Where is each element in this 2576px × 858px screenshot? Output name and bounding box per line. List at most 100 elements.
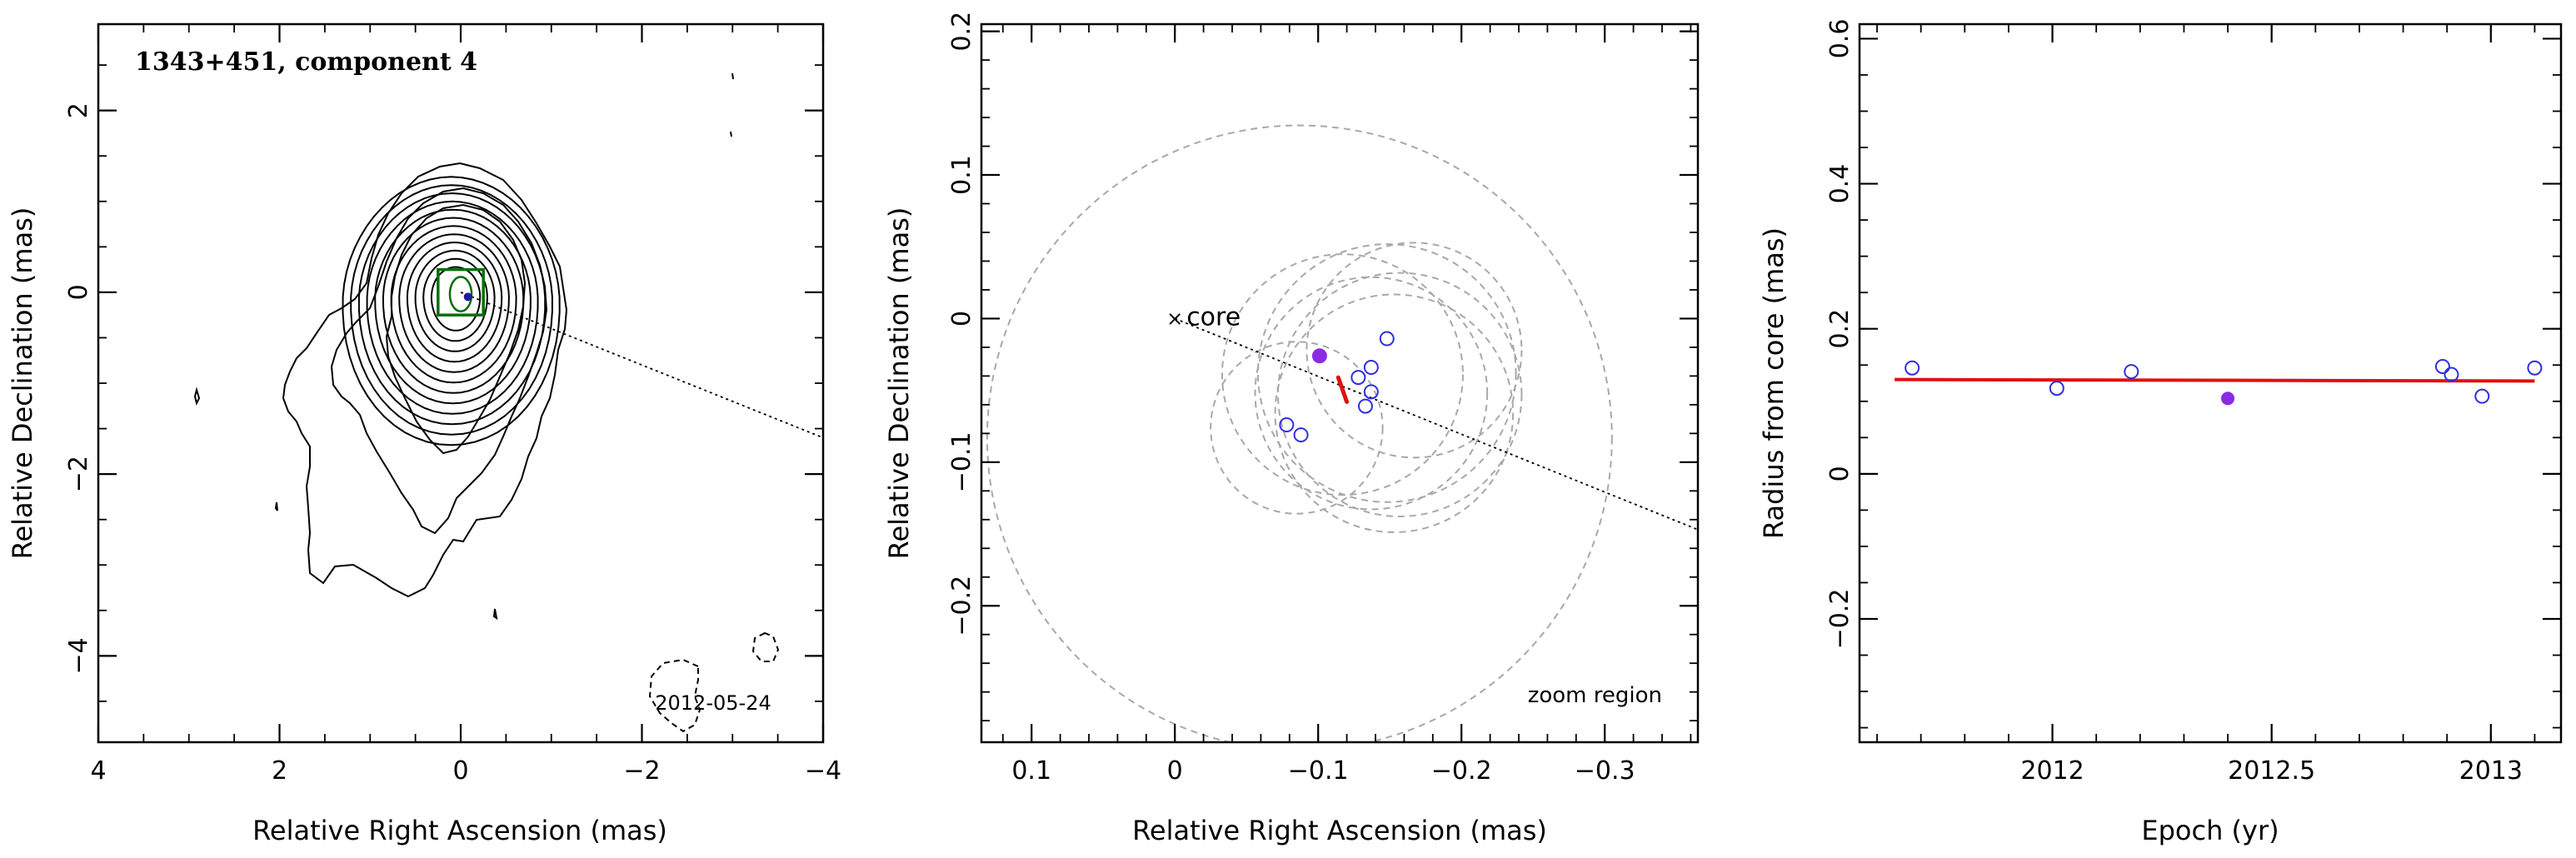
uncertainty-circle-3 xyxy=(1305,242,1523,459)
radius-marker-6 xyxy=(2474,388,2490,404)
position-marker-6 xyxy=(1279,417,1295,432)
contour-panel: 4 2 0 −2 −4 2 0 −2 −4 1343+451, component 4 2012… xyxy=(7,22,841,846)
radius-x-tick-label: 2013 xyxy=(2459,756,2523,786)
zoom-x-tick-label: 0 xyxy=(1167,756,1183,786)
position-marker-5 xyxy=(1357,398,1373,414)
mean-position-segment xyxy=(1335,375,1350,404)
radius-marker-7 xyxy=(2527,360,2543,376)
radius-marker-1 xyxy=(1905,360,1920,376)
zoom-plot-area: × core xyxy=(986,124,1698,742)
zoom-y-tick-label: −0.1 xyxy=(947,431,976,492)
zoom-y-tick-label: −0.2 xyxy=(947,576,976,636)
position-marker-7 xyxy=(1293,427,1309,443)
contour-x-axis-label: Relative Right Ascension (mas) xyxy=(252,815,667,846)
contour-level-4 xyxy=(366,200,539,415)
noise-blob-2 xyxy=(274,501,278,511)
radius-highlight-marker xyxy=(2221,392,2235,406)
contour-inner-rings xyxy=(342,176,561,446)
radius-x-tick-label: 2012 xyxy=(2020,756,2084,786)
uncertainty-circle-6 xyxy=(1274,293,1515,533)
radius-plot-area xyxy=(1895,358,2543,406)
uncertainty-circle-5 xyxy=(1277,272,1523,517)
trajectory-line xyxy=(460,292,823,439)
zoom-box xyxy=(437,267,485,317)
contour-level-1 xyxy=(342,176,561,446)
highlighted-epoch-marker xyxy=(1311,348,1327,364)
contour-outer-1 xyxy=(282,162,568,598)
contour-x-tick-label: 2 xyxy=(272,756,287,786)
zoom-x-tick-label: 0.1 xyxy=(1011,756,1051,786)
position-marker-1 xyxy=(1379,331,1395,347)
contour-x-tick-label: −2 xyxy=(623,756,660,786)
contour-level-5 xyxy=(374,208,532,405)
radius-y-tick-label: 0 xyxy=(1825,466,1855,481)
zoom-region-label: zoom region xyxy=(1528,683,1662,708)
negative-contour-2 xyxy=(751,631,780,662)
contour-level-2 xyxy=(350,184,553,436)
contour-x-tick-label: 4 xyxy=(90,756,106,786)
radius-y-tick-label: 0.2 xyxy=(1825,309,1855,349)
radius-y-tick-label: 0.4 xyxy=(1825,164,1855,204)
radius-panel-frame xyxy=(1858,22,2563,744)
zoom-y-axis-label: Relative Declination (mas) xyxy=(883,207,915,560)
contour-y-axis-label: Relative Declination (mas) xyxy=(7,207,38,560)
contour-level-7 xyxy=(390,225,517,384)
component-marker xyxy=(463,292,472,302)
position-marker-2 xyxy=(1363,360,1379,376)
radius-marker-2 xyxy=(2049,381,2064,397)
zoom-y-tick-label: 0 xyxy=(947,311,976,327)
radius-marker-3 xyxy=(2124,364,2139,380)
radius-markers xyxy=(1905,358,2543,404)
position-marker-4 xyxy=(1363,384,1379,400)
contour-level-3 xyxy=(357,192,547,426)
contour-panel-title: 1343+451, component 4 xyxy=(135,47,477,77)
noise-blob-1 xyxy=(193,387,201,406)
radius-x-tick-label: 2012.5 xyxy=(2228,756,2315,786)
noise-blob-3 xyxy=(731,72,734,80)
noise-contours xyxy=(193,72,780,733)
contour-plot-area xyxy=(193,72,823,733)
contour-ticks: 4 2 0 −2 −4 2 0 −2 −4 xyxy=(64,24,841,786)
contour-level-11 xyxy=(422,257,488,342)
zoom-y-tick-label: 0.1 xyxy=(947,155,976,195)
contour-x-tick-label: 0 xyxy=(452,756,468,786)
trajectory-line-zoom xyxy=(1174,317,1698,531)
noise-blob-5 xyxy=(492,608,498,621)
radius-ticks: 2012 2012.5 2013 0.6 0.4 0.2 0 −0.2 xyxy=(1825,19,2561,786)
uncertainty-circle-1 xyxy=(986,124,1613,742)
contour-y-tick-label: 2 xyxy=(64,102,93,118)
core-marker: × xyxy=(1166,307,1183,330)
contour-y-tick-label: −4 xyxy=(64,637,93,674)
zoom-ticks: 0.1 0 −0.1 −0.2 −0.3 0.2 0.1 0 −0.1 −0.2 xyxy=(947,12,1698,786)
contour-level-8 xyxy=(398,233,510,373)
radius-marker-5 xyxy=(2444,367,2459,382)
radius-fit-line xyxy=(1895,377,2535,383)
uncertainty-circle-7 xyxy=(1254,276,1489,511)
uncertainty-circle-8 xyxy=(1210,341,1384,515)
contour-level-10 xyxy=(414,249,496,352)
contour-y-tick-label: −2 xyxy=(64,456,93,492)
position-marker-3 xyxy=(1350,370,1366,386)
component-ellipse xyxy=(448,276,473,313)
core-label: core xyxy=(1186,302,1241,332)
uncertainty-circles xyxy=(986,124,1613,742)
radius-y-axis-label: Radius from core (mas) xyxy=(1758,227,1790,539)
zoom-x-tick-label: −0.2 xyxy=(1431,756,1492,786)
uncertainty-circle-4 xyxy=(1256,243,1517,503)
zoom-panel-frame xyxy=(980,22,1700,744)
radius-x-axis-label: Epoch (yr) xyxy=(2141,815,2279,846)
zoom-x-tick-label: −0.3 xyxy=(1575,756,1635,786)
radius-y-tick-label: 0.6 xyxy=(1825,19,1855,59)
zoom-y-tick-label: 0.2 xyxy=(947,12,976,52)
observation-date-label: 2012-05-24 xyxy=(655,691,771,715)
radius-y-tick-label: −0.2 xyxy=(1825,589,1855,650)
zoom-x-axis-label: Relative Right Ascension (mas) xyxy=(1132,815,1547,846)
contour-y-tick-label: 0 xyxy=(64,284,93,300)
zoom-x-tick-label: −0.1 xyxy=(1288,756,1349,786)
position-markers xyxy=(1279,331,1395,443)
radius-marker-4 xyxy=(2434,358,2450,374)
